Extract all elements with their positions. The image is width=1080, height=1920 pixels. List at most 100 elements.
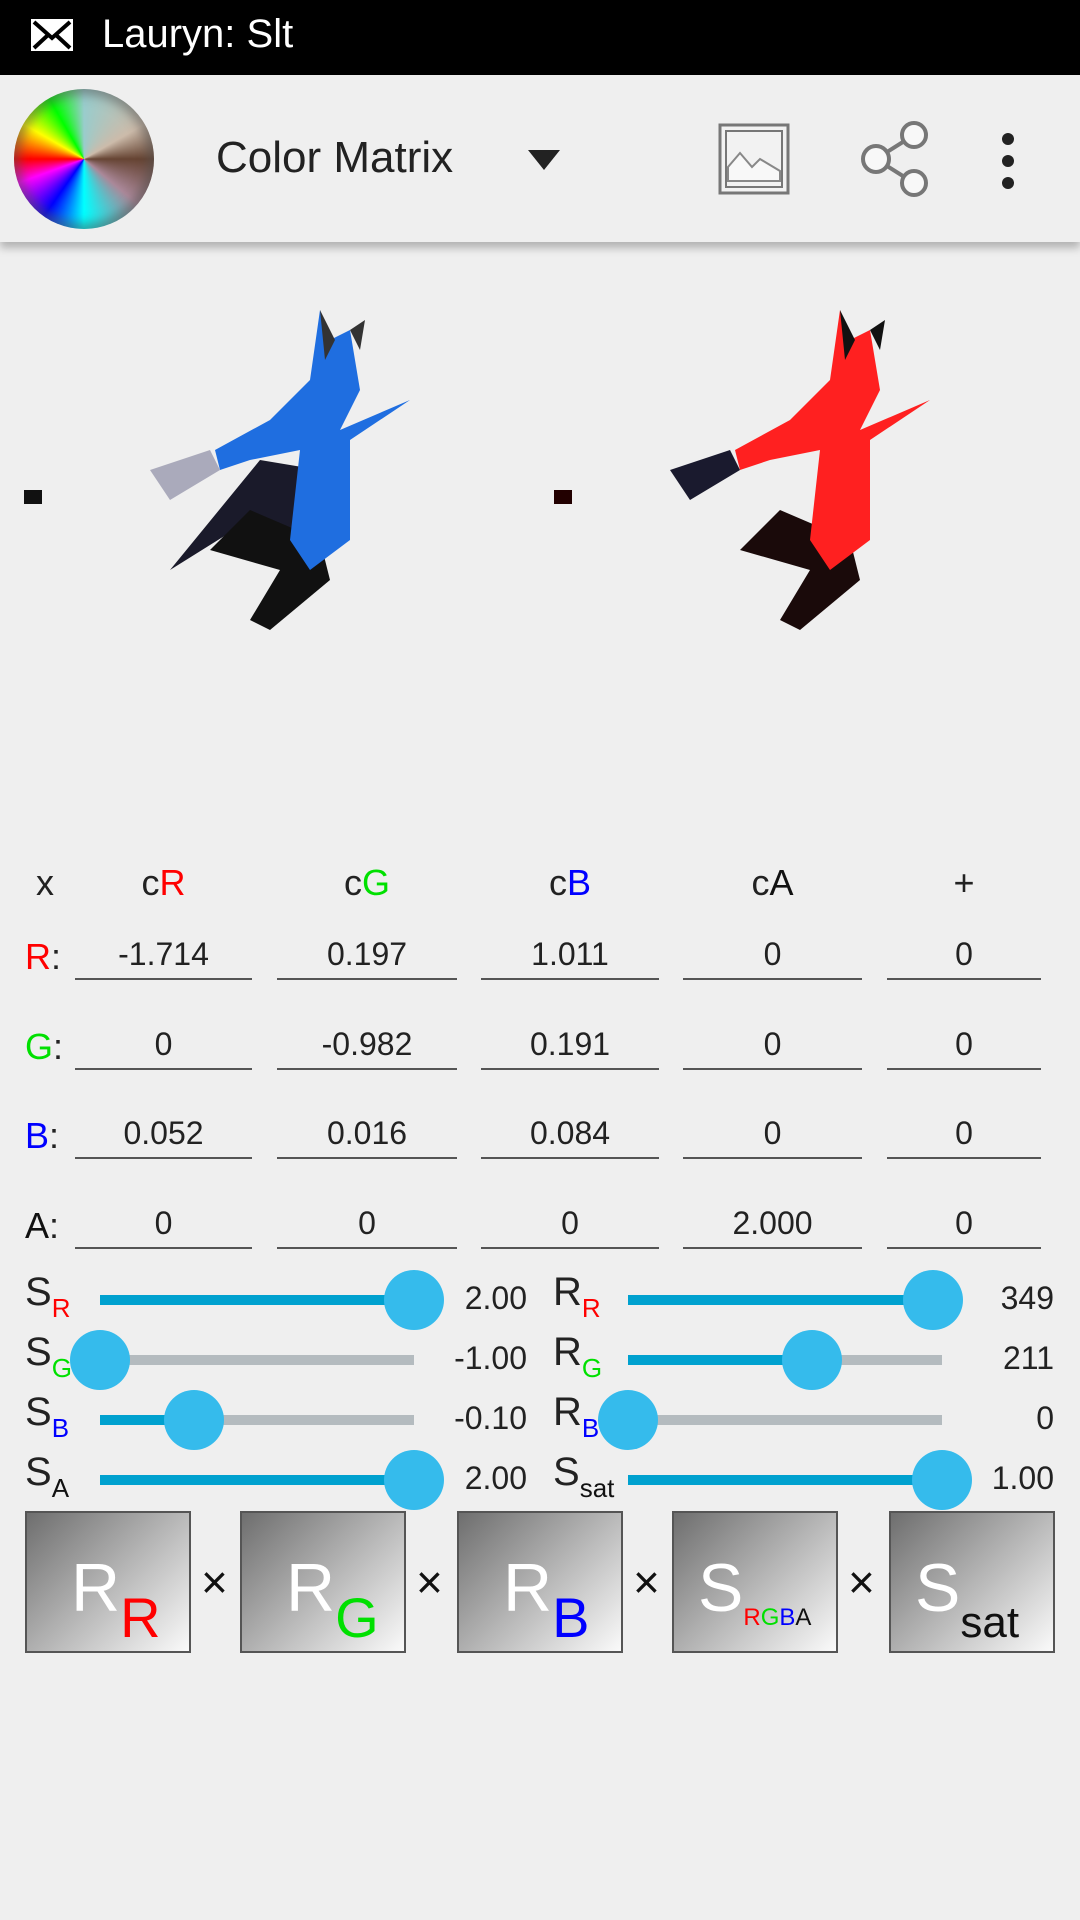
matrix-cell-input[interactable]: 0 (277, 1203, 457, 1249)
matrix-row-label: A: (25, 1205, 59, 1247)
matrix-cell-input[interactable]: 0.016 (277, 1113, 457, 1159)
colon: : (49, 1115, 60, 1156)
matrix-cell-input[interactable]: 0.197 (277, 934, 457, 980)
slider-label-main: R (553, 1330, 582, 1374)
matrix-cell-input[interactable]: -1.714 (75, 934, 252, 980)
matrix-cell-input[interactable]: 0.191 (481, 1024, 659, 1070)
slider-thumb[interactable] (164, 1390, 225, 1450)
slider-track[interactable] (628, 1450, 972, 1510)
slider-fill (100, 1415, 195, 1425)
matrix-cell-input[interactable]: 0 (683, 1024, 862, 1070)
slider-thumb[interactable] (902, 1270, 963, 1330)
slider-thumb[interactable] (384, 1450, 444, 1510)
matrix-component-button[interactable]: RR (25, 1511, 191, 1653)
matrix-cell-input[interactable]: 2.000 (683, 1203, 862, 1249)
slider-label: Ssat (553, 1450, 614, 1504)
subscript-letter-A: A (795, 1604, 812, 1631)
slider-label-main: S (25, 1330, 52, 1374)
matrix-cell-input[interactable]: -0.982 (277, 1024, 457, 1070)
slider-track[interactable] (100, 1270, 444, 1330)
slider-label-sub: A (51, 1473, 70, 1503)
slider-thumb[interactable] (598, 1390, 658, 1450)
row-channel: A (25, 1205, 50, 1246)
colon: : (51, 936, 62, 977)
slider-thumb[interactable] (912, 1450, 972, 1510)
header-channel: A (769, 862, 794, 903)
slider-label-sub: G (51, 1353, 72, 1383)
header-prefix: c (141, 862, 160, 903)
button-subscript: G (335, 1586, 379, 1649)
slider-track[interactable] (628, 1330, 942, 1390)
status-bar: Lauryn: Slt (0, 0, 1080, 75)
matrix-component-button[interactable]: Ssat (889, 1511, 1055, 1653)
matrix-cell-input[interactable]: 0.084 (481, 1113, 659, 1159)
matrix-component-button[interactable]: RB (457, 1511, 623, 1653)
slider-thumb[interactable] (782, 1330, 842, 1390)
slider-fill (628, 1295, 933, 1305)
matrix-component-button[interactable]: RG (240, 1511, 406, 1653)
slider-label: SB (25, 1390, 69, 1444)
matrix-cell-input[interactable]: 0 (683, 934, 862, 980)
slider-label-main: R (553, 1390, 582, 1434)
subscript-letter-B: B (779, 1604, 796, 1631)
row-channel: G (25, 1026, 54, 1067)
slider-fill (100, 1295, 414, 1305)
slider-fill (100, 1475, 414, 1485)
matrix-cell-input[interactable]: 0 (75, 1024, 252, 1070)
slider-thumb[interactable] (70, 1330, 130, 1390)
matrix-component-button[interactable]: SRGBA (672, 1511, 838, 1653)
slider-label-main: R (553, 1270, 582, 1314)
slider-value: 1.00 (991, 1460, 1054, 1496)
slider-label-main: S (25, 1450, 52, 1494)
share-icon[interactable] (858, 119, 934, 199)
row-channel: B (25, 1115, 50, 1156)
matrix-cell-input[interactable]: 0 (75, 1203, 252, 1249)
notification-text: Lauryn: Slt (102, 12, 294, 56)
matrix-column-header: cA (683, 862, 862, 904)
slider-thumb[interactable] (384, 1270, 444, 1330)
slider-label-main: S (553, 1450, 580, 1494)
subscript-letter-G: G (760, 1604, 780, 1631)
slider-label-sub: B (51, 1413, 70, 1443)
image-icon[interactable] (718, 123, 792, 197)
mode-dropdown[interactable]: Color Matrix (216, 133, 454, 182)
slider-track[interactable] (598, 1390, 942, 1450)
slider-track[interactable] (628, 1270, 963, 1330)
matrix-column-header: cG (277, 862, 457, 904)
header-prefix: c (548, 862, 567, 903)
button-main-letter: R (71, 1550, 121, 1626)
dropdown-caret-icon[interactable] (528, 150, 560, 170)
matrix-column-header: cB (481, 862, 659, 904)
header-prefix: x (36, 862, 54, 903)
slider-fill (628, 1475, 942, 1485)
slider-label-sub: B (581, 1413, 600, 1443)
slider-value: 349 (1000, 1280, 1054, 1316)
matrix-cell-input[interactable]: 0 (887, 934, 1041, 980)
matrix-cell-input[interactable]: 0.052 (75, 1113, 252, 1159)
button-subscript: R (120, 1586, 161, 1649)
button-main-letter: R (503, 1550, 553, 1626)
slider-track[interactable] (100, 1450, 444, 1510)
slider-label-main: S (25, 1270, 52, 1314)
multiply-operator: × (848, 1556, 875, 1608)
matrix-cell-input[interactable]: 0 (481, 1203, 659, 1249)
matrix-cell-input[interactable]: 0 (887, 1203, 1041, 1249)
slider-value: -1.00 (454, 1340, 527, 1376)
matrix-column-header: x (20, 862, 70, 904)
slider-label: SG (25, 1330, 72, 1384)
slider-track[interactable] (70, 1330, 414, 1390)
slider-label: RR (553, 1270, 601, 1324)
matrix-cell-input[interactable]: 0 (887, 1024, 1041, 1070)
color-wheel-icon[interactable] (14, 89, 154, 229)
colon: : (53, 1026, 64, 1067)
matrix-cell-input[interactable]: 0 (683, 1113, 862, 1159)
header-channel: R (159, 862, 186, 903)
slider-value: -0.10 (454, 1400, 527, 1436)
slider-label: RG (553, 1330, 602, 1384)
slider-value: 0 (1036, 1400, 1054, 1436)
slider-track[interactable] (100, 1390, 414, 1450)
multiply-operator: × (633, 1556, 660, 1608)
matrix-cell-input[interactable]: 1.011 (481, 934, 659, 980)
matrix-cell-input[interactable]: 0 (887, 1113, 1041, 1159)
overflow-menu-icon[interactable] (994, 131, 1022, 191)
